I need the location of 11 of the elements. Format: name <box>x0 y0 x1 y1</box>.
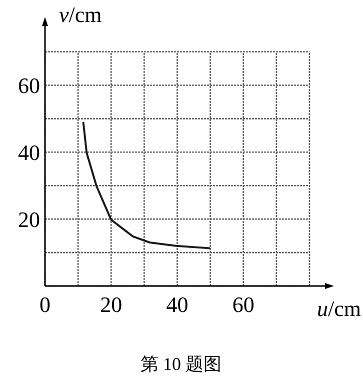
y-tick-label: 40 <box>18 140 40 166</box>
x-tick-label: 60 <box>232 292 254 317</box>
x-tick-label: 40 <box>166 292 188 317</box>
x-tick-label: 0 <box>40 292 50 317</box>
y-tick-label: 60 <box>18 73 40 98</box>
x-tick-label: 20 <box>100 292 122 317</box>
y-axis-title: v/cm <box>59 2 102 27</box>
y-tick-label: 20 <box>18 207 40 232</box>
line-series <box>82 122 210 250</box>
x-axis-title: u/cm <box>317 296 361 321</box>
text: 第 10 题图 <box>140 354 222 374</box>
